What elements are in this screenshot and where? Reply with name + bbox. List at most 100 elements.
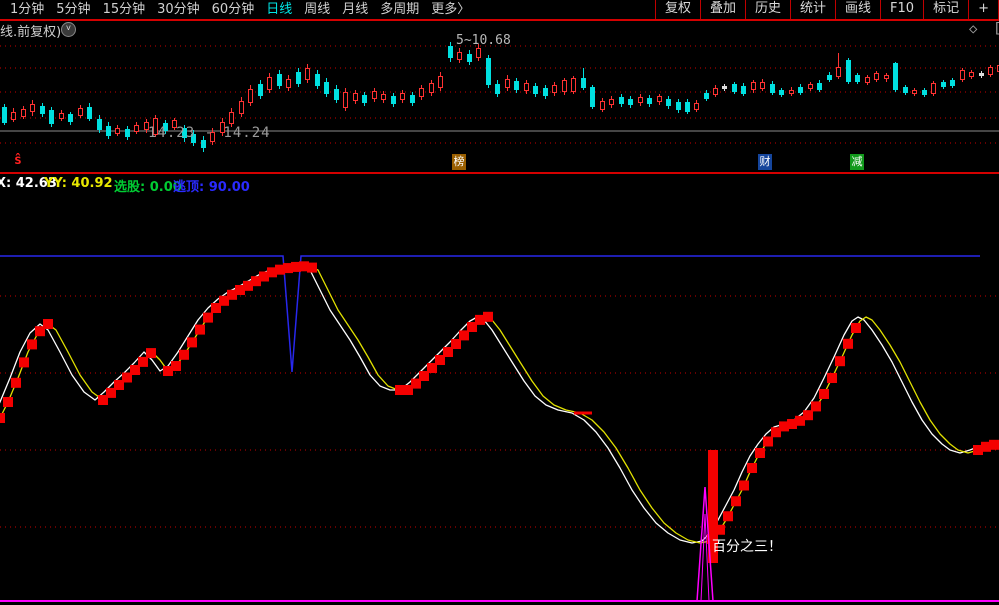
toolbar-button[interactable]: 历史 — [745, 0, 790, 19]
fast-white-line — [0, 265, 991, 544]
candle-body-up — [969, 72, 974, 77]
candle-body-up — [997, 65, 999, 72]
candle-body-doji — [722, 86, 727, 89]
signal-marker-block — [419, 371, 429, 381]
candle-body-down — [741, 86, 746, 94]
buy-signal-markers — [0, 261, 999, 544]
candle-body-down — [87, 107, 92, 119]
signal-marker-block — [130, 365, 140, 375]
candle-body-down — [543, 88, 548, 96]
candle-body-up — [21, 109, 26, 117]
signal-marker-block — [811, 401, 821, 412]
candle-body-up — [552, 85, 557, 93]
candle-body-down — [495, 84, 500, 94]
candle-body-down — [191, 134, 196, 143]
candle-body-up — [248, 89, 253, 103]
chevron-down-icon[interactable]: ˅ — [61, 22, 76, 37]
signal-marker-block — [731, 496, 741, 507]
signal-marker-block — [163, 366, 173, 376]
candle-body-up — [419, 88, 424, 97]
candle-body-up — [381, 94, 386, 100]
signal-marker-block — [851, 323, 861, 333]
candle-body-down — [201, 140, 206, 148]
signal-marker-block — [779, 421, 789, 432]
bracket-icon[interactable]: [ — [993, 21, 999, 37]
candlestick-chart[interactable] — [0, 35, 999, 176]
period-tab[interactable]: 1分钟 — [10, 2, 45, 17]
candle-body-down — [827, 75, 832, 80]
candle-body-down — [704, 93, 709, 99]
candle-body-up — [657, 96, 662, 102]
signal-marker-block — [98, 395, 108, 405]
candle-body-down — [950, 80, 955, 86]
signal-marker-block — [106, 387, 116, 398]
period-tab[interactable]: 更多〉 — [431, 2, 471, 17]
candle-body-up — [960, 70, 965, 80]
candle-body-down — [846, 60, 851, 82]
candle-body-up — [229, 112, 234, 124]
period-tab[interactable]: 15分钟 — [102, 2, 146, 17]
signal-marker-block — [299, 261, 309, 272]
chart-annotation: 百分之三！ — [712, 539, 782, 555]
magenta-spike-outer — [696, 486, 714, 602]
signal-marker-block — [43, 319, 53, 329]
candle-body-down — [941, 82, 946, 87]
event-badge[interactable]: 榜 — [452, 154, 466, 170]
candle-body-up — [884, 75, 889, 79]
period-tab[interactable]: 日线 — [266, 2, 293, 17]
candle-body-up — [210, 132, 215, 142]
period-tab[interactable]: 5分钟 — [56, 2, 91, 17]
candle-body-down — [647, 98, 652, 104]
candle-body-down — [590, 87, 595, 107]
candle-body-down — [467, 54, 472, 62]
toolbar-button[interactable]: + — [968, 0, 999, 19]
candle-body-down — [182, 128, 187, 138]
candle-body-up — [78, 108, 83, 116]
period-tab[interactable]: 30分钟 — [157, 2, 200, 17]
signal-marker-block — [27, 339, 37, 350]
toolbar-button[interactable]: 标记 — [923, 0, 968, 19]
period-tab[interactable]: 多周期 — [380, 2, 420, 17]
candle-body-down — [391, 96, 396, 104]
diamond-icon[interactable]: ◇ — [969, 21, 978, 37]
candle-body-down — [40, 106, 45, 114]
candle-body-down — [315, 74, 320, 86]
toolbar-button[interactable]: 统计 — [790, 0, 835, 19]
candle-body-up — [988, 67, 993, 75]
period-tab[interactable]: 60分钟 — [211, 2, 255, 17]
signal-marker-block — [483, 311, 493, 322]
candle-body-up — [286, 79, 291, 88]
signal-marker-block — [459, 330, 469, 341]
candle-body-up — [343, 92, 348, 108]
candle-body-up — [931, 83, 936, 94]
title-row: 线.前复权) ˅ ◇ [ — [0, 21, 999, 40]
indicator-value-row: X: 42.63 YY: 40.92 选股: 0.00 逃顶: 90.00 — [0, 176, 999, 195]
toolbar-button[interactable]: 复权 — [654, 0, 700, 19]
indicator-value: X: 42.63 — [0, 176, 57, 191]
candle-body-down — [798, 87, 803, 93]
indicator-chart[interactable] — [0, 192, 999, 605]
candlestick-series — [2, 42, 999, 152]
signal-marker-block — [803, 410, 813, 421]
candle-body-up — [760, 82, 765, 89]
event-badge[interactable]: 财 — [758, 154, 772, 170]
toolbar-button[interactable]: 画线 — [835, 0, 880, 19]
magenta-spike-inner — [700, 513, 710, 602]
candle-body-down — [2, 107, 7, 123]
candle-body-up — [353, 93, 358, 101]
candle-body-down — [163, 123, 168, 131]
candle-body-up — [912, 90, 917, 94]
signal-marker-block — [723, 511, 733, 522]
signal-marker-block — [819, 389, 829, 399]
candle-body-down — [666, 99, 671, 106]
signal-marker-block — [475, 314, 485, 325]
event-badge[interactable]: 减 — [850, 154, 864, 170]
candle-body-down — [779, 90, 784, 95]
main-yellow-line — [0, 265, 999, 544]
toolbar-button[interactable]: 叠加 — [699, 0, 745, 19]
period-tab[interactable]: 月线 — [342, 2, 369, 17]
candle-body-up — [836, 67, 841, 77]
signal-marker-block — [467, 322, 477, 332]
toolbar-button[interactable]: F10 — [880, 0, 923, 19]
period-tab[interactable]: 周线 — [304, 2, 331, 17]
